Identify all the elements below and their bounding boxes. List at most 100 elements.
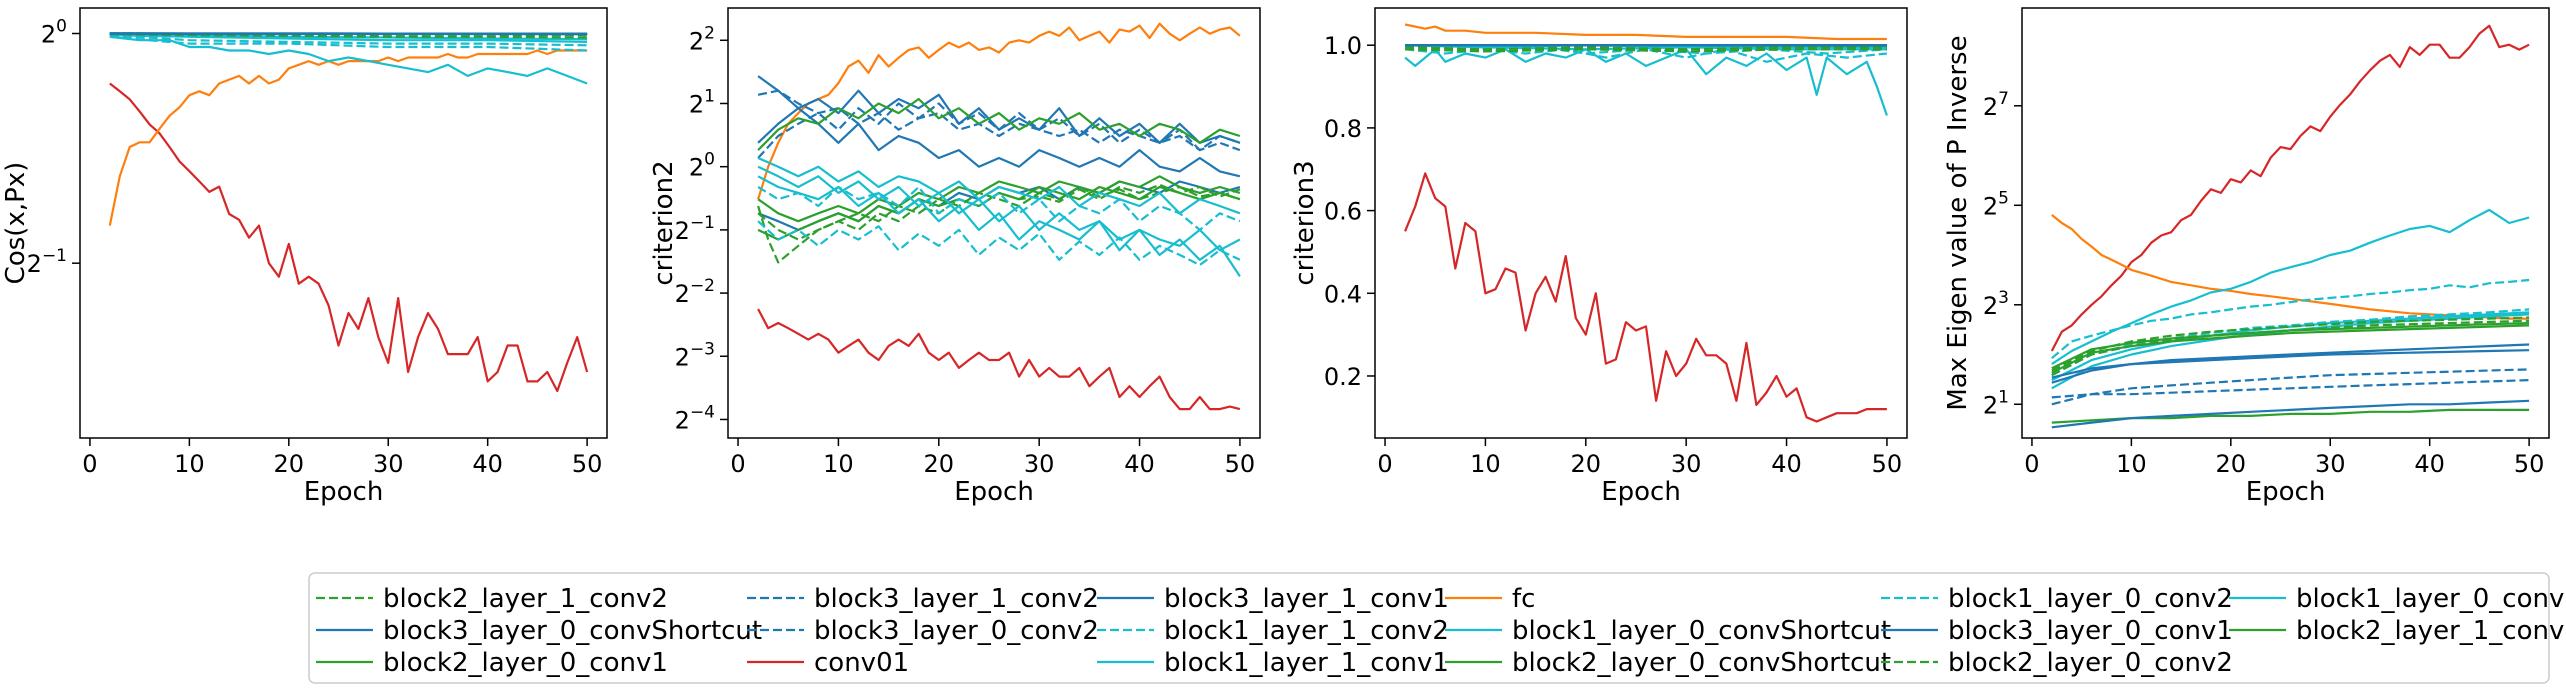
legend-label: block2_layer_1_conv1 [2296,616,2566,646]
series-line-block3_layer_1_conv2 [2051,368,2530,406]
y-tick-label: 23 [1983,288,2009,320]
x-tick-label: 30 [1671,450,1702,478]
series-group [108,32,589,393]
y-tick-label: 0.2 [1324,363,1362,391]
x-tick-label: 20 [274,450,305,478]
x-tick-label: 50 [572,450,603,478]
series-line-block2_layer_1_conv2 [1405,48,1887,53]
series-line-block3_layer_1_conv2 [757,102,1241,159]
x-tick-label: 40 [1771,450,1802,478]
series-line-conv01 [757,308,1241,411]
y-axis-label: Cos(x,Px) [1,162,31,285]
y-tick-label: 20 [689,150,715,182]
legend: block2_layer_1_conv2block3_layer_0_convS… [308,572,2566,684]
legend-label: block1_layer_0_conv2 [1948,584,2233,614]
legend-item-block3_layer_0_convShortcut: block3_layer_0_convShortcut [316,616,762,646]
legend-label: block2_layer_0_conv2 [1948,648,2233,678]
legend-label: fc [1512,584,1535,614]
y-tick-label: 2−4 [675,402,715,434]
series-line-block3_layer_0_conv1 [2051,399,2530,429]
x-tick-label: 30 [1024,450,1055,478]
y-tick-label: 2−1 [675,213,715,245]
series-line-block1_layer_0_conv2 [109,35,588,52]
y-tick-label: 0.6 [1324,198,1362,226]
series-line-block2_layer_0_convShortcut [2051,324,2530,374]
legend-item-block2_layer_0_conv2: block2_layer_0_conv2 [1881,648,2233,678]
x-tick-label: 50 [1872,450,1903,478]
chart-panel-4: 0 10 20 30 40 50 21 23 25 27 Epoch Max Eigen value … [1943,7,2550,507]
legend-item-block2_layer_1_conv2: block2_layer_1_conv2 [316,584,668,614]
series-group [757,22,1241,411]
legend-label: block1_layer_0_convShortcut [1512,616,1891,646]
chart-panel-3: 0 10 20 30 40 50 0.2 0.4 0.6 0.8 1.0 Epoch criterion… [1290,7,1908,507]
legend-item-block1_layer_1_conv1: block1_layer_1_conv1 [1097,648,1449,678]
legend-label: block3_layer_0_convShortcut [383,616,762,646]
series-line-block1_layer_0_conv2 [2051,278,2530,360]
x-tick-label: 0 [1377,450,1392,478]
legend-label: block1_layer_0_conv1 [2296,584,2566,614]
series-line-block1_layer_0_convShortcut [1404,48,1888,116]
series-line-block3_layer_1_conv1 [2051,349,2530,379]
series-line-block1_layer_1_conv2 [109,34,588,47]
legend-item-block1_layer_1_conv2: block1_layer_1_conv2 [1097,616,1449,646]
y-tick-label: 22 [689,23,715,55]
y-axis-label: Max Eigen value of P Inverse [1943,35,1973,410]
series-group [1404,23,1888,423]
y-axis-label: criterion2 [649,160,679,285]
y-tick-label: 20 [41,17,67,49]
legend-label: block3_layer_1_conv1 [1164,584,1449,614]
legend-item-fc: fc [1445,584,1535,614]
legend-label: block1_layer_1_conv1 [1164,648,1449,678]
y-tick-label: 2−1 [27,246,67,278]
legend-label: block3_layer_0_conv1 [1948,616,2233,646]
legend-frame [308,572,2550,684]
legend-item-block1_layer_0_conv2: block1_layer_0_conv2 [1881,584,2233,614]
x-tick-label: 50 [2514,450,2545,478]
legend-label: conv01 [814,648,909,678]
axes-frame [1374,7,1908,439]
series-line-block1_layer_1_conv2 [2051,308,2530,377]
legend-item-block2_layer_1_conv1: block2_layer_1_conv1 [2229,616,2566,646]
legend-label: block2_layer_1_conv2 [383,584,668,614]
series-line-block2_layer_0_conv2 [109,33,588,39]
series-line-block1_layer_1_conv1 [757,165,1241,252]
y-tick-label: 27 [1983,89,2009,121]
legend-label: block2_layer_0_convShortcut [1512,648,1891,678]
x-tick-label: 20 [2216,450,2247,478]
legend-item-block1_layer_0_convShortcut: block1_layer_0_convShortcut [1445,616,1891,646]
series-line-block1_layer_0_conv1 [757,156,1241,215]
legend-label: block3_layer_0_conv2 [814,616,1099,646]
x-tick-label: 10 [823,450,854,478]
y-axis-label: criterion3 [1290,160,1320,285]
y-tick-label: 0.4 [1324,280,1362,308]
x-axis-label: Epoch [2246,477,2326,507]
x-tick-label: 10 [1470,450,1501,478]
legend-label: block3_layer_1_conv2 [814,584,1099,614]
x-tick-label: 10 [2116,450,2147,478]
series-line-fc [108,49,588,226]
chart-panel-2: 0 10 20 30 40 50 22 21 20 2−1 2−2 2−3 2−4 Epoch criter… [649,7,1261,507]
series-line-block3_layer_0_conv2 [2051,379,2530,399]
x-tick-label: 30 [373,450,404,478]
x-tick-label: 0 [2024,450,2039,478]
axes-frame [2021,7,2550,439]
chart-panel-1: 0 10 20 30 40 50 20 2−1 Epoch Cos(x,Px) [1,7,608,507]
series-line-block3_layer_0_conv2 [757,89,1241,152]
series-line-block2_layer_1_conv2 [2051,316,2530,372]
legend-item-block3_layer_0_conv2: block3_layer_0_conv2 [747,616,1099,646]
series-line-block1_layer_0_convShortcut [2051,208,2530,366]
series-line-block1_layer_0_convShortcut [109,35,588,85]
x-tick-label: 0 [82,450,97,478]
x-axis-label: Epoch [1601,477,1681,507]
series-line-block2_layer_0_conv1 [757,97,1241,151]
axes-frame [727,7,1261,439]
legend-item-block3_layer_1_conv2: block3_layer_1_conv2 [747,584,1099,614]
series-line-block1_layer_1_conv2 [757,185,1241,231]
y-tick-label: 2−2 [675,276,715,308]
legend-item-block3_layer_1_conv1: block3_layer_1_conv1 [1097,584,1449,614]
x-tick-label: 50 [1225,450,1256,478]
x-axis-label: Epoch [954,477,1034,507]
legend-item-block1_layer_0_conv1: block1_layer_0_conv1 [2229,584,2566,614]
series-line-block1_layer_0_conv2 [757,220,1241,267]
axes-frame [79,7,608,439]
